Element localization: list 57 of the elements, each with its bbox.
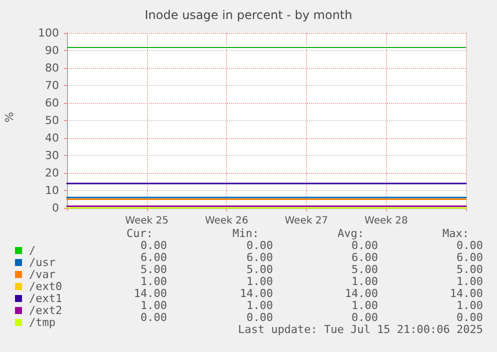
text: 0.00 [140, 311, 167, 324]
y-axis-title: % [3, 112, 16, 122]
text: 1.00 [456, 299, 483, 312]
text: 14.00 [240, 287, 273, 300]
text: 14.00 [134, 287, 167, 300]
text: 0.00 [352, 239, 378, 252]
y-tick-label: 90 [45, 44, 59, 57]
y-tick-label: 100 [38, 26, 59, 40]
text: 5.00 [246, 263, 273, 276]
y-tick-label: 50 [45, 114, 59, 127]
text: 6.00 [140, 251, 167, 264]
text: Min: [232, 227, 259, 240]
text: 5.00 [456, 263, 483, 276]
text: 1.00 [352, 275, 378, 288]
text: 5.00 [140, 263, 167, 276]
text: 0.00 [456, 311, 483, 324]
text: 1.00 [352, 299, 378, 312]
text: 6.00 [456, 251, 483, 264]
chart-title: Inode usage in percent - by month [144, 8, 352, 22]
legend-label: /ext2 [29, 304, 62, 317]
text: 1.00 [456, 275, 483, 288]
y-tick-label: 20 [45, 166, 59, 180]
text: Avg: [338, 227, 364, 240]
x-tick-label: Week 28 [364, 216, 408, 226]
legend-label: /usr [29, 256, 56, 269]
text: 6.00 [246, 251, 273, 264]
legend-label: /ext1 [29, 292, 62, 305]
x-tick-label: Week 26 [204, 216, 248, 226]
y-tick-label: 30 [45, 149, 59, 162]
x-tick-label: Week 25 [125, 216, 168, 226]
text: 1.00 [246, 275, 273, 288]
text: 5.00 [352, 263, 378, 276]
text: 14.00 [344, 287, 378, 300]
text: 1.00 [140, 275, 167, 288]
text: Max: [442, 227, 469, 240]
text: 0.00 [456, 239, 483, 252]
text: 0.00 [352, 311, 378, 324]
text: 0.00 [246, 239, 273, 252]
text: 1.00 [140, 299, 167, 312]
x-tick-label: Week 27 [284, 216, 328, 226]
text: Last update: Tue Jul 15 21:00:06 2025 [238, 323, 483, 336]
y-tick-label: 80 [45, 62, 59, 74]
legend-label: /tmp [29, 316, 56, 329]
text: 0.00 [246, 311, 273, 324]
text: 0.00 [140, 239, 167, 252]
legend-label: /var [29, 268, 56, 281]
text: 14.00 [450, 287, 483, 300]
text: 1.00 [246, 299, 273, 312]
y-tick-label: 40 [45, 132, 59, 144]
text: 6.00 [352, 251, 378, 264]
y-tick-label: 60 [45, 96, 59, 110]
text: Cur: [126, 227, 153, 240]
y-tick-label: 10 [45, 184, 59, 197]
y-tick-label: 70 [45, 79, 59, 92]
legend-label: /ext0 [29, 280, 62, 293]
y-tick-label: 0 [52, 202, 59, 214]
legend-label: / [29, 244, 36, 257]
